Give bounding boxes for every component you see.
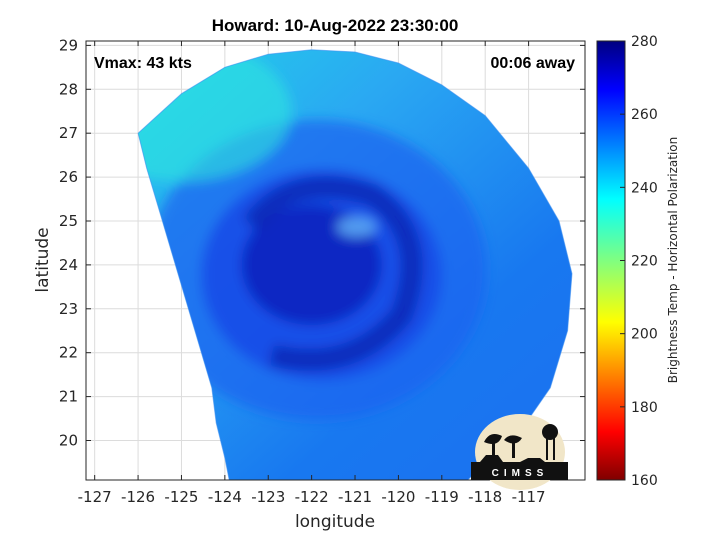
- y-tick-label: 27: [59, 124, 78, 142]
- x-axis-label: longitude: [295, 512, 375, 532]
- time-offset-annotation: 00:06 away: [490, 55, 575, 72]
- spiral-arm: [242, 176, 423, 371]
- colorbar-tick-label: 160: [631, 473, 658, 489]
- y-tick-label: 28: [59, 80, 78, 98]
- x-tick-label: -123: [251, 488, 285, 506]
- x-tick-label: -125: [164, 488, 198, 506]
- x-tick-label: -121: [338, 488, 372, 506]
- y-tick-label: 23: [59, 300, 78, 318]
- x-tick-label: -118: [468, 488, 502, 506]
- x-tick-label: -117: [512, 488, 546, 506]
- colorbar-tick-label: 200: [631, 327, 658, 343]
- x-tick-label: -122: [295, 488, 329, 506]
- y-tick-label: 20: [59, 431, 78, 449]
- colorbar-ticks: 160 180 200 220 240 260 280: [620, 34, 658, 489]
- colorbar-tick-label: 260: [631, 107, 658, 123]
- y-tick-label: 25: [59, 212, 78, 230]
- swath-edge: [137, 49, 573, 480]
- colorbar: 160 180 200 220 240 260 280 Brightness Temp - …: [596, 34, 680, 489]
- y-tick-label: 22: [59, 344, 78, 362]
- axis-ticks: -127 -126 -125 -124 -123 -122 -121 -120 -119 -118…: [59, 36, 585, 506]
- x-tick-label: -124: [208, 488, 242, 506]
- logo-text: CIMSS: [492, 468, 549, 479]
- axes-frame: [85, 40, 586, 481]
- y-tick-label: 24: [59, 256, 78, 274]
- cool-region: [138, 49, 292, 182]
- colorbar-tick-label: 180: [631, 400, 658, 416]
- chart-title: Howard: 10-Aug-2022 23:30:00: [212, 16, 459, 35]
- x-tick-label: -119: [425, 488, 459, 506]
- x-tick-label: -126: [121, 488, 155, 506]
- colorbar-tick-label: 280: [631, 34, 658, 50]
- x-tick-label: -127: [78, 488, 112, 506]
- colorbar-label: Brightness Temp - Horizontal Polarizatio…: [666, 137, 680, 384]
- x-tick-label: -120: [381, 488, 415, 506]
- storm-structure: [138, 49, 487, 420]
- colorbar-tick-label: 240: [631, 180, 658, 196]
- vmax-annotation: Vmax: 43 kts: [94, 55, 192, 72]
- y-tick-label: 21: [59, 388, 78, 406]
- eye-feature: [336, 216, 377, 237]
- y-tick-label: 26: [59, 168, 78, 186]
- y-tick-label: 29: [59, 36, 78, 54]
- cimss-logo: CIMSS: [471, 414, 568, 490]
- colorbar-tick-label: 220: [631, 254, 658, 270]
- y-axis-label: latitude: [33, 227, 53, 292]
